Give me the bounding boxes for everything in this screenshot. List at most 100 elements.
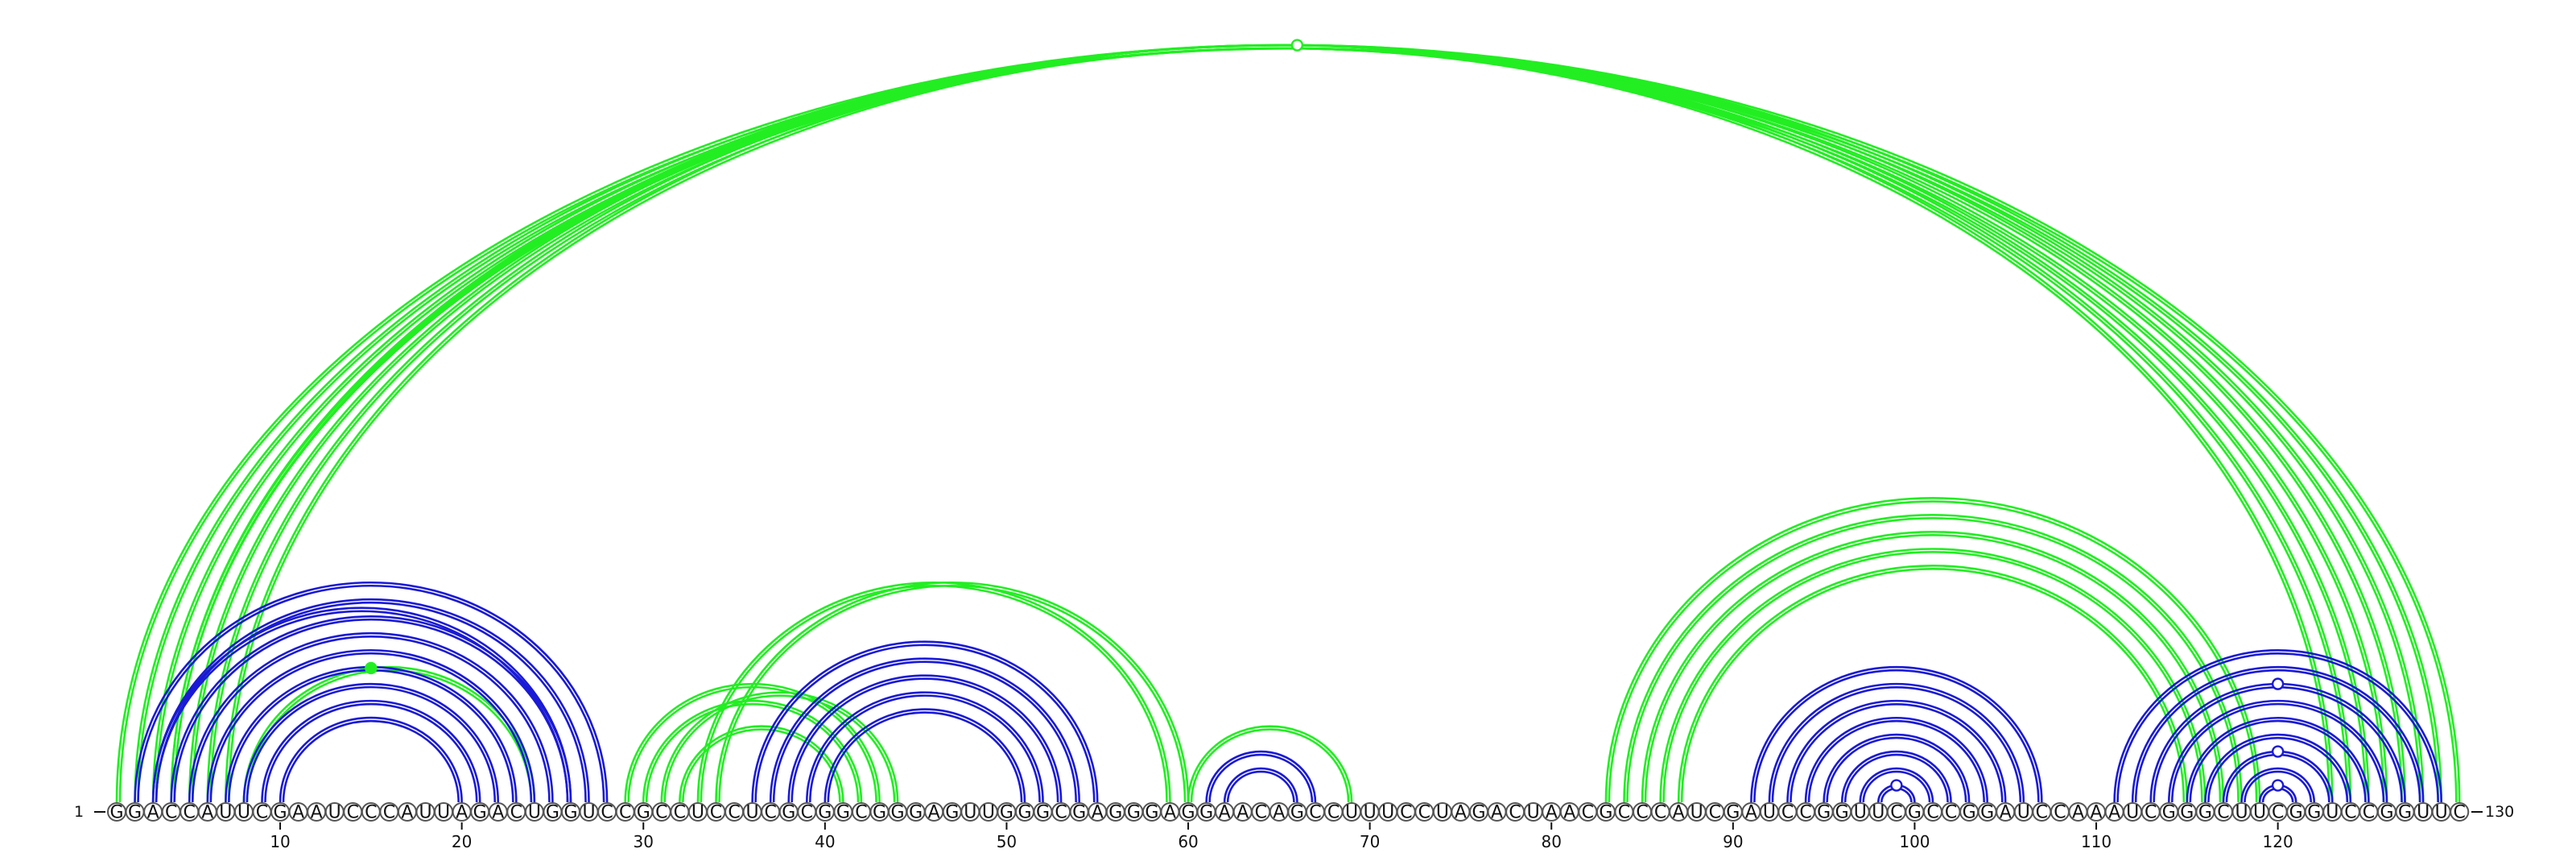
blue-arc-inner bbox=[1790, 702, 2004, 803]
green-arc-inner bbox=[1190, 728, 1350, 803]
blue-arc-inner bbox=[1208, 753, 1314, 803]
nucleotide-letter: G bbox=[1036, 803, 1050, 823]
blue-arc-inner bbox=[137, 585, 605, 803]
nucleotide-letter: G bbox=[1000, 803, 1013, 823]
blue-arc bbox=[1205, 750, 1317, 803]
tick-label: 10 bbox=[270, 832, 290, 851]
nucleotide-letter: C bbox=[1799, 803, 1811, 823]
green-arc bbox=[1187, 725, 1353, 803]
nucleotide-letter: U bbox=[1527, 803, 1540, 823]
nucleotide-letter: G bbox=[1599, 803, 1612, 823]
nucleotide-letter: A bbox=[1563, 803, 1575, 823]
nucleotide-letter: G bbox=[1127, 803, 1141, 823]
blue-arc-inner bbox=[2207, 736, 2349, 803]
nucleotide-letter: U bbox=[419, 803, 431, 823]
start-label: 1 bbox=[74, 803, 84, 821]
blue-arc-inner bbox=[1771, 685, 2022, 803]
nucleotide-letter: C bbox=[256, 803, 268, 823]
nucleotide-letter: C bbox=[347, 803, 359, 823]
nucleotide-letter: G bbox=[891, 803, 905, 823]
nucleotide-letter: C bbox=[1781, 803, 1794, 823]
nucleotide-letter: G bbox=[564, 803, 577, 823]
green-arc-inner bbox=[137, 47, 2439, 803]
nucleotide-letter: U bbox=[746, 803, 759, 823]
nucleotide-letter: C bbox=[764, 803, 776, 823]
nucleotide-letter: A bbox=[1491, 803, 1503, 823]
nucleotide-letter: G bbox=[836, 803, 850, 823]
blue-arc bbox=[787, 674, 1063, 803]
nucleotide-letter: U bbox=[1854, 803, 1867, 823]
nucleotide-letter: G bbox=[1908, 803, 1922, 823]
blue-arc bbox=[1859, 767, 1934, 803]
nucleotide-letter: C bbox=[1255, 803, 1267, 823]
nucleotide-letter: A bbox=[456, 803, 468, 823]
nucleotide-letter: A bbox=[1219, 803, 1231, 823]
blue-arc bbox=[1768, 682, 2025, 803]
green-arc-inner bbox=[700, 585, 1168, 803]
blue-arc-inner bbox=[2116, 652, 2439, 803]
nucleotide-letter: C bbox=[1709, 803, 1721, 823]
blue-arc-inner bbox=[191, 635, 551, 803]
blue-arc bbox=[1223, 767, 1298, 803]
blue-arc bbox=[1840, 750, 1952, 803]
blue-arc bbox=[824, 708, 1026, 803]
blue-arc-inner bbox=[209, 652, 533, 803]
green-arc-inner bbox=[627, 685, 877, 803]
green-arc-inner bbox=[173, 47, 2403, 803]
nucleotide-letter: C bbox=[383, 803, 395, 823]
arc-marker bbox=[1890, 779, 1903, 792]
nucleotide-letter: G bbox=[1290, 803, 1304, 823]
nucleotide-letter: U bbox=[2235, 803, 2248, 823]
nucleotide-letter: C bbox=[2145, 803, 2157, 823]
nucleotide-letter: A bbox=[1164, 803, 1176, 823]
nucleotide-letter: C bbox=[1327, 803, 1340, 823]
nucleotide-letter: G bbox=[1963, 803, 1976, 823]
nucleotide-letter: C bbox=[1890, 803, 1902, 823]
blue-arc-inner bbox=[2244, 770, 2313, 803]
nucleotide-letter: C bbox=[365, 803, 377, 823]
blue-arc bbox=[261, 699, 481, 803]
nucleotide-letter: U bbox=[583, 803, 596, 823]
arc-marker bbox=[2271, 745, 2285, 758]
nucleotide-letter: U bbox=[1381, 803, 1394, 823]
nucleotide-letter: G bbox=[1726, 803, 1740, 823]
nucleotide-letter: U bbox=[2253, 803, 2266, 823]
green-arc-inner bbox=[1626, 517, 2240, 803]
tick-label: 60 bbox=[1178, 832, 1198, 851]
nucleotide-letter: G bbox=[818, 803, 832, 823]
tick-label: 50 bbox=[997, 832, 1017, 851]
green-arc bbox=[1623, 514, 2243, 803]
nucleotide-letter: C bbox=[1509, 803, 1521, 823]
nucleotide-letter: C bbox=[2272, 803, 2284, 823]
nucleotide-letter: G bbox=[1182, 803, 1195, 823]
nucleotide-letter: C bbox=[165, 803, 177, 823]
nucleotide-letter: U bbox=[982, 803, 995, 823]
blue-arc bbox=[2167, 699, 2388, 803]
nucleotide-letter: G bbox=[2289, 803, 2303, 823]
green-arc bbox=[151, 43, 2425, 803]
nucleotide-letter: G bbox=[945, 803, 959, 823]
nucleotide-circle bbox=[2450, 802, 2470, 822]
arc-marker bbox=[2271, 677, 2285, 690]
nucleotide-letter: C bbox=[655, 803, 667, 823]
nucleotide-letter: U bbox=[2326, 803, 2339, 823]
nucleotide-letter: A bbox=[928, 803, 940, 823]
nucleotide-letter: G bbox=[873, 803, 886, 823]
blue-arc bbox=[188, 631, 554, 803]
blue-arc-inner bbox=[1807, 719, 1985, 803]
nucleotide-letter: G bbox=[2198, 803, 2212, 823]
nucleotide-letter: U bbox=[1690, 803, 1703, 823]
green-arc bbox=[225, 43, 2334, 803]
nucleotide-letter: C bbox=[1418, 803, 1430, 823]
green-arc bbox=[642, 699, 863, 803]
blue-arc-inner bbox=[1843, 753, 1949, 803]
blue-arc bbox=[769, 657, 1080, 803]
nucleotide-letter: A bbox=[401, 803, 413, 823]
nucleotide-letter: A bbox=[311, 803, 323, 823]
nucleotide-letter: G bbox=[546, 803, 559, 823]
tick-label: 80 bbox=[1542, 832, 1562, 851]
green-arc-inner bbox=[155, 47, 2421, 803]
blue-arc-inner bbox=[264, 702, 478, 803]
nucleotide-letter: G bbox=[2162, 803, 2176, 823]
